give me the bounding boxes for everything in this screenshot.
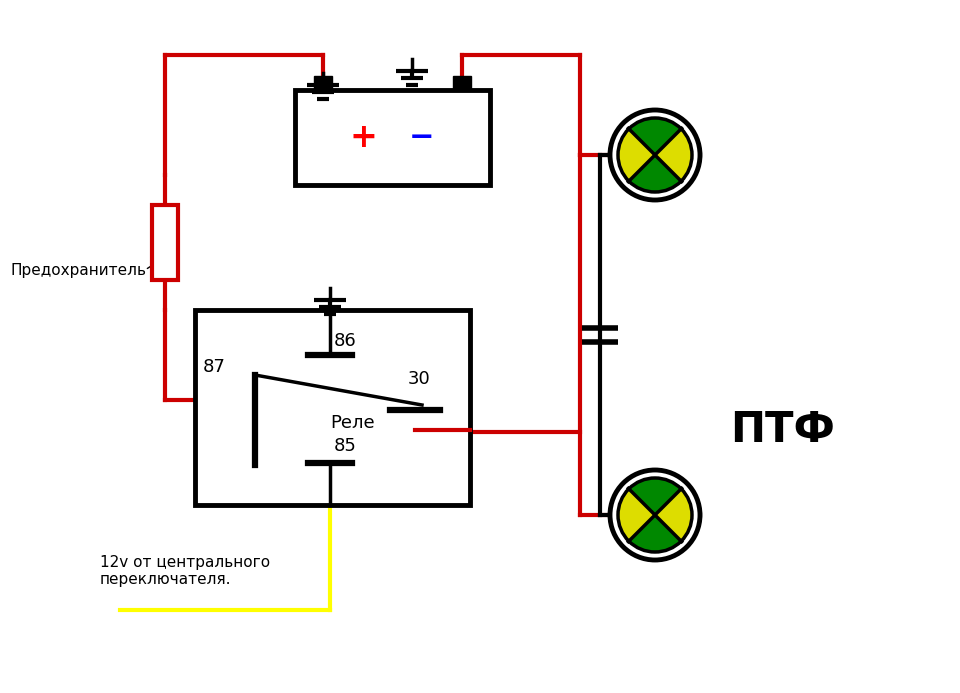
Text: Реле: Реле [330, 414, 374, 432]
Text: 87: 87 [203, 358, 226, 376]
Wedge shape [655, 129, 692, 181]
Text: 86: 86 [334, 332, 357, 350]
Circle shape [610, 470, 700, 560]
Text: ПТФ: ПТФ [730, 409, 835, 451]
Bar [152, 204, 178, 280]
Wedge shape [629, 118, 682, 155]
Text: 12v от центрального
переключателя.: 12v от центрального переключателя. [100, 555, 270, 588]
Text: 85: 85 [334, 437, 357, 455]
Wedge shape [629, 478, 682, 515]
Bar [195, 310, 470, 505]
Text: Предохранитель: Предохранитель [10, 263, 146, 277]
Wedge shape [655, 489, 692, 541]
Text: −: − [409, 123, 435, 152]
Text: 30: 30 [408, 370, 431, 388]
Text: +: + [349, 121, 377, 154]
Circle shape [610, 110, 700, 200]
Wedge shape [629, 155, 682, 192]
Bar [314, 76, 332, 90]
Wedge shape [618, 129, 655, 181]
Wedge shape [618, 489, 655, 541]
Wedge shape [629, 515, 682, 552]
Bar [295, 90, 490, 185]
Bar [453, 76, 471, 90]
